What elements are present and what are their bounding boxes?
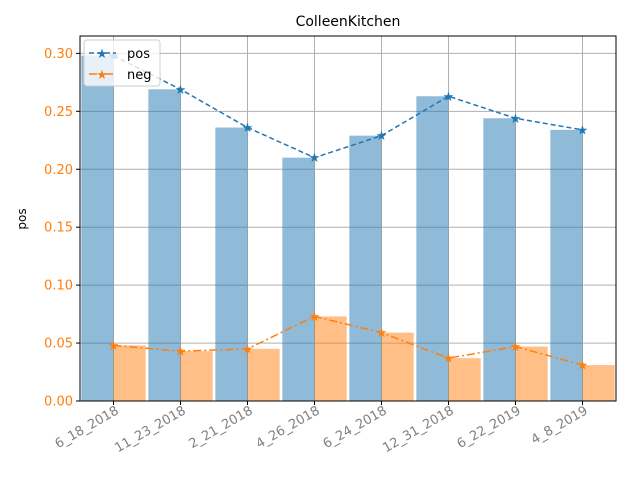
y-axis-label: pos	[15, 208, 29, 229]
neg-point: ★	[242, 342, 254, 357]
lines: ★★★★★★★★★★★★★★★★	[108, 49, 589, 373]
x-tick-label: 4_26_2018	[254, 403, 323, 451]
pos-point: ★	[376, 129, 388, 144]
bar-neg	[247, 348, 280, 401]
bar-pos	[416, 96, 449, 401]
chart-title: ColleenKitchen	[296, 14, 401, 30]
x-tick-label: 11_23_2018	[112, 403, 188, 456]
legend: ★ pos ★ neg	[83, 39, 161, 87]
bar-neg	[515, 346, 548, 401]
y-tick-label: 0.25	[44, 105, 73, 120]
neg-point: ★	[510, 340, 522, 355]
pos-point: ★	[443, 90, 455, 105]
x-tick-label: 6_22_2019	[455, 403, 524, 451]
y-tick-label: 0.20	[44, 163, 73, 178]
y-tick-label: 0.30	[44, 47, 73, 62]
x-tick-label: 6_24_2018	[321, 403, 390, 451]
bar-neg	[582, 365, 615, 401]
bar-pos	[483, 118, 516, 402]
y-tick-label: 0.05	[44, 337, 73, 352]
neg-point: ★	[376, 326, 388, 341]
bar-pos	[282, 157, 315, 401]
legend-pos-label: pos	[127, 47, 150, 62]
pos-point: ★	[175, 83, 187, 98]
pos-point: ★	[577, 123, 589, 138]
y-tick-label: 0.10	[44, 279, 73, 294]
y-tick-label: 0.00	[44, 395, 73, 410]
bar-pos	[215, 127, 248, 402]
x-tick-label: 12_31_2018	[380, 403, 456, 456]
x-tick-label: 2_21_2018	[187, 403, 256, 451]
bar-neg	[113, 345, 146, 401]
neg-point: ★	[175, 345, 187, 360]
x-tick-label: 6_18_2018	[53, 403, 122, 451]
bar-neg	[314, 316, 347, 401]
pos-point: ★	[309, 151, 321, 166]
neg-point: ★	[443, 352, 455, 367]
x-tick-label: 4_8_2019	[529, 403, 591, 447]
plot-frame	[79, 35, 617, 402]
neg-line	[113, 315, 583, 366]
bar-neg	[381, 332, 414, 401]
legend-neg-label: neg	[127, 68, 152, 83]
y-tick-label: 0.15	[44, 221, 73, 236]
bar-pos	[81, 55, 114, 401]
pos-point: ★	[242, 121, 254, 136]
neg-point: ★	[309, 310, 321, 325]
neg-point: ★	[577, 359, 589, 374]
bar-pos	[349, 135, 382, 401]
bar-neg	[448, 358, 481, 401]
bar-pos	[550, 129, 583, 401]
legend-box	[83, 39, 161, 87]
neg-point: ★	[108, 339, 120, 354]
bar-neg	[180, 351, 213, 401]
bars	[81, 55, 615, 402]
pos-point: ★	[510, 112, 522, 127]
legend-neg-marker: ★	[96, 68, 108, 83]
pos-line	[113, 55, 583, 159]
legend-pos-marker: ★	[96, 47, 108, 62]
